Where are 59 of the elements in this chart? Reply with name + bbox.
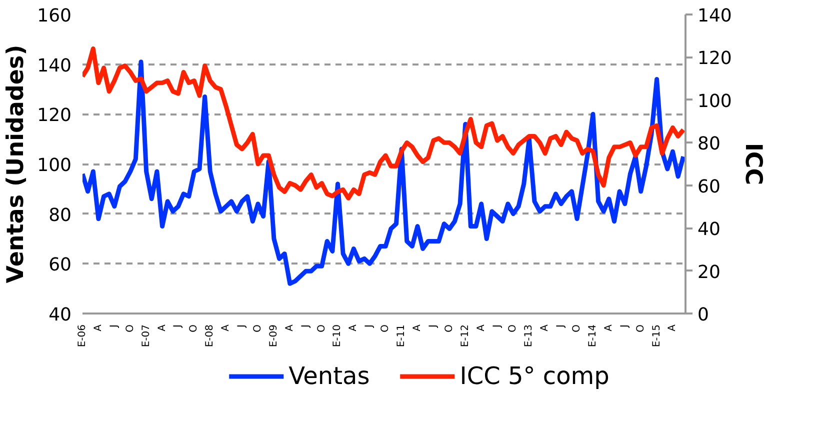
- x-tick-label: O: [316, 324, 328, 332]
- x-tick-label: J: [172, 324, 184, 328]
- y-tick-label: 80: [48, 204, 72, 226]
- y2-axis-title: ICC: [740, 142, 766, 186]
- x-tick-label: J: [300, 324, 312, 328]
- y2-tick-label: 40: [698, 219, 720, 240]
- y-tick-label: 160: [37, 6, 72, 26]
- x-tick-label: O: [188, 324, 200, 332]
- x-tick-label: A: [348, 324, 360, 332]
- y2-tick-label: 0: [698, 304, 709, 326]
- x-tick-label: J: [108, 324, 120, 328]
- x-tick-label: J: [556, 324, 567, 328]
- y-tick-label: 120: [37, 105, 72, 126]
- x-tick-label: A: [667, 324, 678, 332]
- x-tick-label: J: [428, 324, 439, 328]
- x-tick-label: E-12: [460, 324, 471, 348]
- x-tick-label: E-06: [77, 324, 88, 348]
- x-tick-label: J: [236, 324, 248, 328]
- y-tick-label: 60: [48, 254, 72, 276]
- y2-tick-label: 140: [698, 6, 732, 26]
- y2-tick-label: 20: [698, 262, 720, 283]
- x-tick-label: A: [476, 324, 487, 332]
- x-tick-label: O: [380, 324, 392, 332]
- x-tick-label: E-10: [332, 324, 344, 348]
- x-tick-label: E-07: [140, 324, 152, 348]
- x-tick-label: A: [540, 324, 551, 332]
- y2-tick-label: 60: [698, 176, 720, 198]
- x-tick-label: A: [220, 324, 232, 332]
- y-axis-title: Ventas (Unidades): [3, 44, 30, 284]
- x-tick-label: J: [364, 324, 376, 328]
- x-tick-label: A: [92, 324, 104, 332]
- legend-label: ICC 5° comp: [460, 362, 610, 390]
- y2-tick-label: 80: [698, 134, 720, 155]
- y-tick-label: 40: [48, 304, 72, 326]
- x-tick-label: A: [603, 324, 614, 332]
- x-tick-label: E-11: [396, 324, 408, 348]
- x-tick-label: O: [444, 324, 455, 332]
- x-tick-label: J: [492, 324, 503, 328]
- x-tick-label: E-15: [651, 324, 662, 348]
- x-tick-label: J: [619, 324, 630, 328]
- legend-label: Ventas: [288, 362, 370, 390]
- x-tick-label: E-13: [524, 324, 535, 348]
- x-tick-label: A: [156, 324, 168, 332]
- x-tick-label: A: [412, 324, 423, 332]
- y-tick-label: 140: [37, 55, 72, 76]
- x-tick-label: E-08: [204, 324, 216, 348]
- y2-tick-label: 100: [698, 90, 732, 112]
- x-tick-label: E-09: [268, 324, 280, 348]
- line-series: [82, 60, 686, 286]
- x-tick-label: O: [635, 324, 646, 332]
- x-tick-label: O: [252, 324, 264, 332]
- y2-tick-label: 120: [698, 48, 732, 70]
- x-tick-label: A: [284, 324, 296, 332]
- x-tick-label: O: [124, 324, 136, 332]
- x-tick-label: E-14: [587, 324, 598, 348]
- x-tick-label: O: [572, 324, 583, 332]
- y-tick-label: 100: [37, 155, 72, 176]
- x-tick-label: O: [508, 324, 519, 332]
- line-series: [82, 46, 686, 200]
